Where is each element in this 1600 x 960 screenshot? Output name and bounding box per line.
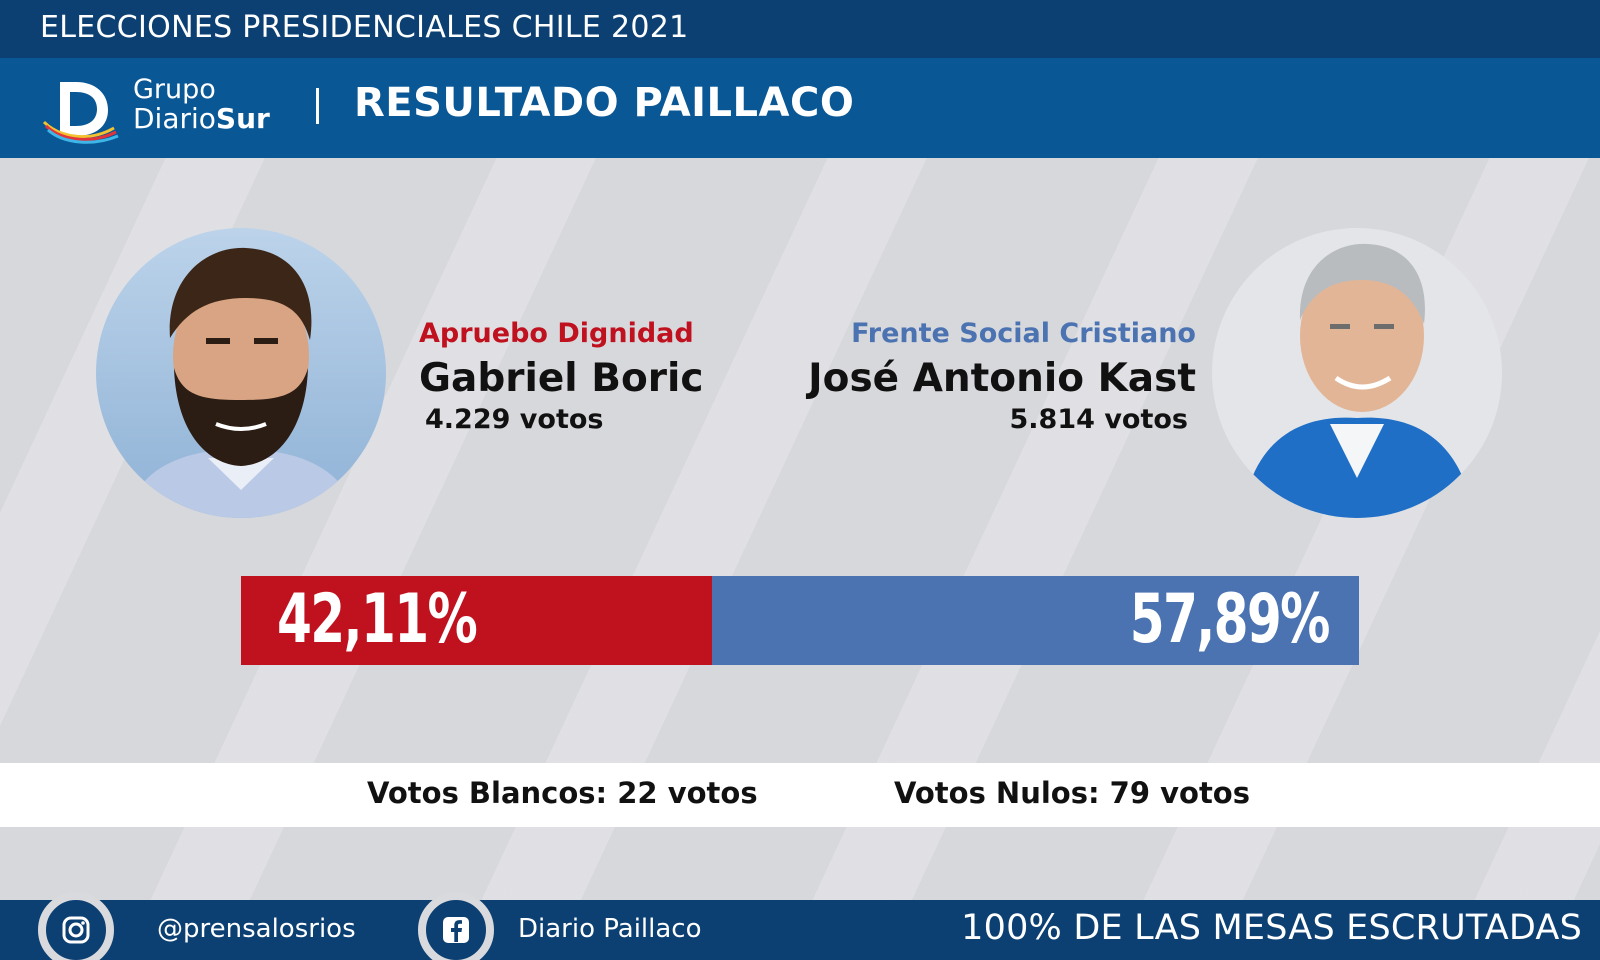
- candidate-2-percentage: 57,89%: [1129, 580, 1331, 659]
- facebook-icon[interactable]: [418, 892, 494, 960]
- candidate-1-party: Apruebo Dignidad: [419, 318, 694, 349]
- result-bar: 42,11% 57,89%: [241, 576, 1359, 665]
- header-divider: [316, 88, 319, 124]
- logo-text-diariosur: DiarioSur: [133, 104, 270, 134]
- candidate-1-percentage: 42,11%: [277, 580, 478, 659]
- candidate-photo-boric: [96, 228, 386, 518]
- candidate-1-name: Gabriel Boric: [419, 356, 704, 401]
- result-bar-right-segment: [712, 576, 1359, 665]
- instagram-handle[interactable]: @prensalosrios: [157, 914, 356, 944]
- footer-bar: [0, 900, 1600, 960]
- candidate-2-name: José Antonio Kast: [808, 356, 1196, 401]
- logo-text-grupo: Grupo: [133, 74, 216, 105]
- result-title: RESULTADO PAILLACO: [354, 80, 855, 126]
- header-band: [0, 58, 1600, 158]
- instagram-icon[interactable]: [38, 892, 114, 960]
- extra-votes-band: [0, 763, 1600, 827]
- candidate-photo-kast: [1212, 228, 1502, 518]
- logo-text-diario: Diario: [133, 102, 216, 135]
- logo-text-sur: Sur: [215, 102, 270, 135]
- candidate-2-party: Frente Social Cristiano: [851, 318, 1196, 349]
- election-title: ELECCIONES PRESIDENCIALES CHILE 2021: [40, 10, 689, 45]
- result-bar-left-segment: [241, 576, 712, 665]
- candidate-1-votes: 4.229 votos: [425, 404, 604, 435]
- facebook-handle[interactable]: Diario Paillaco: [518, 914, 702, 944]
- top-bar: ELECCIONES PRESIDENCIALES CHILE 2021: [0, 0, 1600, 58]
- grupo-diario-sur-logo-icon: [42, 82, 119, 144]
- blank-votes: Votos Blancos: 22 votos: [367, 776, 758, 810]
- null-votes: Votos Nulos: 79 votos: [894, 776, 1250, 810]
- counted-status: 100% DE LAS MESAS ESCRUTADAS: [961, 908, 1582, 948]
- candidate-2-votes: 5.814 votos: [1009, 404, 1188, 435]
